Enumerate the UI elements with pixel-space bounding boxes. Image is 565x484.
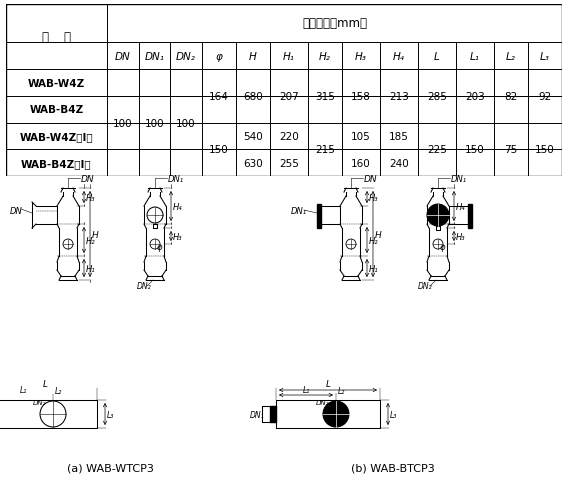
- Text: L₂: L₂: [506, 51, 516, 61]
- Text: DN: DN: [364, 174, 377, 183]
- Text: 150: 150: [535, 145, 555, 155]
- Text: 82: 82: [505, 92, 518, 102]
- Text: H₂: H₂: [368, 236, 378, 245]
- Text: DN: DN: [10, 206, 23, 215]
- Text: 225: 225: [427, 145, 447, 155]
- Text: 315: 315: [315, 92, 335, 102]
- Text: DN₂: DN₂: [316, 399, 329, 405]
- Text: L: L: [434, 51, 440, 61]
- Text: L₁: L₁: [302, 385, 310, 393]
- Text: H₃: H₃: [455, 232, 465, 241]
- Text: 285: 285: [427, 92, 447, 102]
- Text: DN₂: DN₂: [418, 281, 433, 290]
- Text: DN₁: DN₁: [250, 409, 264, 419]
- Text: H₁: H₁: [85, 264, 95, 273]
- Text: L₂: L₂: [55, 386, 62, 395]
- Text: 92: 92: [538, 92, 552, 102]
- Text: 240: 240: [389, 158, 409, 168]
- Text: H₃: H₃: [172, 232, 182, 241]
- Text: H₃: H₃: [85, 193, 95, 202]
- Text: 220: 220: [279, 132, 299, 142]
- Text: H: H: [92, 230, 98, 239]
- Text: 215: 215: [315, 145, 335, 155]
- Text: L: L: [325, 379, 331, 388]
- Text: L₁: L₁: [19, 385, 27, 393]
- Text: 型    号: 型 号: [42, 31, 71, 44]
- Text: H₁: H₁: [283, 51, 295, 61]
- Text: 外形尺寸（mm）: 外形尺寸（mm）: [302, 17, 367, 30]
- Text: 150: 150: [465, 145, 485, 155]
- Text: H₃: H₃: [368, 193, 378, 202]
- Text: 75: 75: [505, 145, 518, 155]
- Text: H₄: H₄: [172, 202, 182, 211]
- Text: DN: DN: [81, 174, 95, 183]
- Text: WAB-W4Z: WAB-W4Z: [28, 78, 85, 89]
- Text: 160: 160: [351, 158, 371, 168]
- Text: φ: φ: [440, 242, 445, 252]
- Text: L₃: L₃: [389, 409, 397, 419]
- Text: H₂: H₂: [85, 236, 95, 245]
- Text: H₄: H₄: [455, 202, 465, 211]
- Text: φ: φ: [215, 51, 222, 61]
- Text: WAB-B4Z（Ⅰ）: WAB-B4Z（Ⅰ）: [21, 158, 92, 168]
- Text: L: L: [42, 379, 47, 388]
- Bar: [468, 205, 472, 228]
- Text: DN: DN: [115, 51, 131, 61]
- Text: L₃: L₃: [107, 409, 114, 419]
- Text: 213: 213: [389, 92, 409, 102]
- Text: φ: φ: [157, 242, 163, 252]
- Text: DN₂: DN₂: [33, 399, 46, 405]
- Text: 150: 150: [209, 145, 229, 155]
- Circle shape: [147, 208, 163, 224]
- Text: DN₂: DN₂: [137, 281, 151, 290]
- Text: DN₁: DN₁: [291, 206, 307, 215]
- Text: 540: 540: [243, 132, 263, 142]
- Text: WAB-B4Z: WAB-B4Z: [29, 105, 84, 115]
- Text: 158: 158: [351, 92, 371, 102]
- Text: 185: 185: [389, 132, 409, 142]
- Circle shape: [427, 205, 449, 227]
- Text: 100: 100: [113, 119, 133, 128]
- Text: H: H: [249, 51, 257, 61]
- Bar: [317, 205, 321, 228]
- Circle shape: [40, 401, 66, 427]
- Text: L₁: L₁: [470, 51, 480, 61]
- Text: DN₁: DN₁: [145, 51, 164, 61]
- Text: (a) WAB-WTCP3: (a) WAB-WTCP3: [67, 462, 154, 472]
- Text: L₂: L₂: [338, 386, 345, 395]
- Circle shape: [323, 401, 349, 427]
- Text: H: H: [375, 230, 381, 239]
- Text: 105: 105: [351, 132, 371, 142]
- Text: 255: 255: [279, 158, 299, 168]
- Text: 100: 100: [176, 119, 195, 128]
- Text: 164: 164: [208, 92, 229, 102]
- Text: H₂: H₂: [319, 51, 331, 61]
- Text: H₄: H₄: [393, 51, 405, 61]
- Text: DN₁: DN₁: [168, 174, 184, 183]
- Text: H₃: H₃: [355, 51, 367, 61]
- Text: H₁: H₁: [368, 264, 378, 273]
- Bar: [270, 406, 276, 422]
- Text: 203: 203: [465, 92, 485, 102]
- Text: L₃: L₃: [540, 51, 550, 61]
- Text: WAB-W4Z（Ⅰ）: WAB-W4Z（Ⅰ）: [20, 132, 93, 142]
- Text: DN₂: DN₂: [176, 51, 196, 61]
- Text: 100: 100: [145, 119, 164, 128]
- Text: 680: 680: [243, 92, 263, 102]
- Text: (b) WAB-BTCP3: (b) WAB-BTCP3: [351, 462, 435, 472]
- Text: 630: 630: [243, 158, 263, 168]
- Text: DN₁: DN₁: [451, 174, 467, 183]
- Text: 207: 207: [279, 92, 299, 102]
